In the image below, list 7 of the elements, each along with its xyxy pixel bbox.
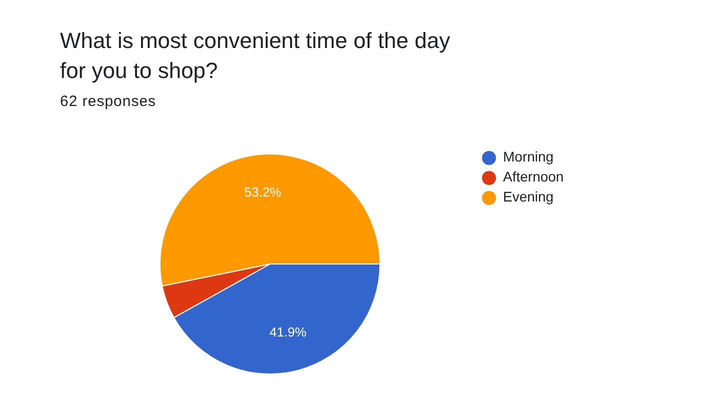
data-label: 41.9%: [270, 324, 307, 340]
legend-label: Afternoon: [503, 168, 564, 185]
data-label: 53.2%: [244, 184, 282, 200]
legend-label: Evening: [503, 188, 554, 205]
chart-subtitle: 62 responses: [60, 93, 156, 110]
legend-label: Morning: [503, 148, 554, 165]
chart-title: What is most convenient time of the day for you to shop?: [60, 28, 450, 83]
